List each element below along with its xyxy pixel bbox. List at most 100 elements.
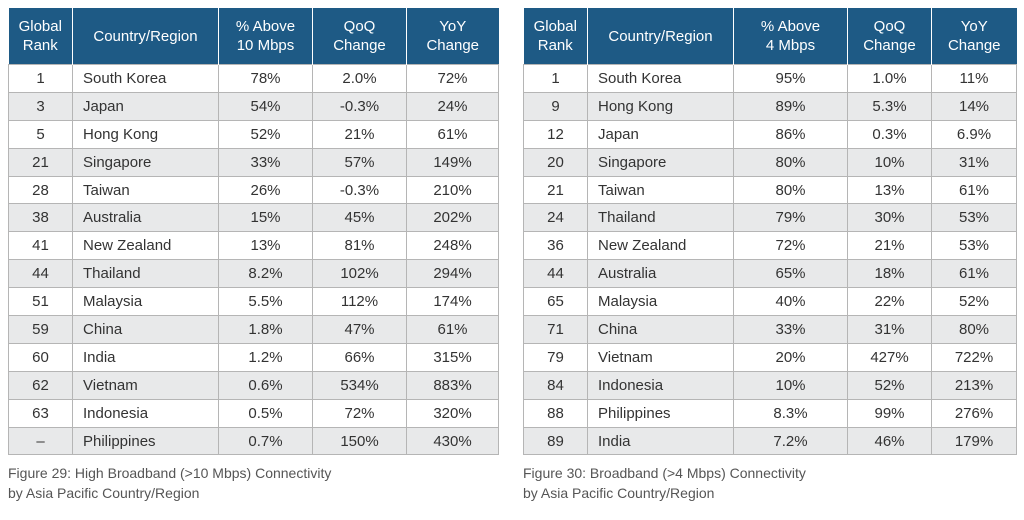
qoq-cell: 45% xyxy=(312,203,407,233)
yoy-cell: 14% xyxy=(931,91,1017,121)
yoy-cell: 430% xyxy=(406,426,499,456)
figure-caption: Figure 29: High Broadband (>10 Mbps) Con… xyxy=(8,463,498,503)
header-percent-above-l2: 10 Mbps xyxy=(236,37,295,54)
rank-cell: 21 xyxy=(523,175,588,205)
percent-cell: 20% xyxy=(733,342,848,372)
table-row: 51 Malaysia 5.5% 112% 174% xyxy=(8,287,499,317)
header-percent-above: % Above 4 Mbps xyxy=(733,8,848,65)
percent-cell: 78% xyxy=(218,64,313,93)
table-row: 5 Hong Kong 52% 21% 61% xyxy=(8,119,499,149)
percent-cell: 26% xyxy=(218,175,313,205)
header-global-rank-l2: Rank xyxy=(22,37,58,54)
header-yoy-change: YoY Change xyxy=(406,8,499,65)
caption-line-2: by Asia Pacific Country/Region xyxy=(8,485,200,502)
rank-cell: 12 xyxy=(523,119,588,149)
qoq-cell: 112% xyxy=(312,287,407,317)
table-row: 21 Taiwan 80% 13% 61% xyxy=(523,175,1017,205)
percent-cell: 0.7% xyxy=(218,426,313,456)
yoy-cell: 80% xyxy=(931,315,1017,344)
rank-cell: 24 xyxy=(523,203,588,233)
header-percent-above-l2: 4 Mbps xyxy=(765,37,816,54)
qoq-cell: 47% xyxy=(312,315,407,344)
qoq-cell: 30% xyxy=(847,203,932,233)
header-qoq-change-l2: Change xyxy=(863,37,916,54)
country-cell: Australia xyxy=(72,203,219,233)
country-cell: India xyxy=(587,426,734,456)
rank-cell: 79 xyxy=(523,342,588,372)
yoy-cell: 61% xyxy=(406,119,499,149)
header-global-rank-l1: Global xyxy=(533,18,577,35)
qoq-cell: 2.0% xyxy=(312,64,407,93)
table-row: 1 South Korea 95% 1.0% 11% xyxy=(523,64,1017,93)
table-row: 24 Thailand 79% 30% 53% xyxy=(523,203,1017,233)
rank-cell: 88 xyxy=(523,398,588,428)
header-global-rank-l2: Rank xyxy=(537,37,573,54)
rank-cell: 3 xyxy=(8,91,73,121)
table-row: 44 Thailand 8.2% 102% 294% xyxy=(8,259,499,289)
country-cell: Thailand xyxy=(72,259,219,289)
table-row: 12 Japan 86% 0.3% 6.9% xyxy=(523,119,1017,149)
header-percent-above-l1: % Above xyxy=(235,18,296,35)
table-row: 28 Taiwan 26% -0.3% 210% xyxy=(8,175,499,205)
yoy-cell: 315% xyxy=(406,342,499,372)
percent-cell: 13% xyxy=(218,231,313,261)
country-cell: South Korea xyxy=(587,64,734,93)
table-row: 79 Vietnam 20% 427% 722% xyxy=(523,342,1017,372)
rank-cell: 60 xyxy=(8,342,73,372)
qoq-cell: 21% xyxy=(847,231,932,261)
qoq-cell: 46% xyxy=(847,426,932,456)
rank-cell: 44 xyxy=(8,259,73,289)
rank-cell: 41 xyxy=(8,231,73,261)
qoq-cell: 52% xyxy=(847,370,932,400)
country-cell: Japan xyxy=(587,119,734,149)
percent-cell: 5.5% xyxy=(218,287,313,317)
yoy-cell: 61% xyxy=(931,259,1017,289)
percent-cell: 65% xyxy=(733,259,848,289)
percent-cell: 79% xyxy=(733,203,848,233)
yoy-cell: 24% xyxy=(406,91,499,121)
header-country-region: Country/Region xyxy=(587,8,734,65)
rank-cell: 1 xyxy=(8,64,73,93)
qoq-cell: 31% xyxy=(847,315,932,344)
header-qoq-change-l1: QoQ xyxy=(873,18,906,35)
country-cell: Taiwan xyxy=(587,175,734,205)
country-cell: Philippines xyxy=(72,426,219,456)
table-row: 62 Vietnam 0.6% 534% 883% xyxy=(8,370,499,400)
high-broadband-table: Global Rank Country/Region % Above 10 Mbps… xyxy=(8,8,499,456)
table-row: – Philippines 0.7% 150% 430% xyxy=(8,426,499,456)
table-row: 9 Hong Kong 89% 5.3% 14% xyxy=(523,91,1017,121)
rank-cell: 9 xyxy=(523,91,588,121)
rank-cell: 44 xyxy=(523,259,588,289)
table-row: 41 New Zealand 13% 81% 248% xyxy=(8,231,499,261)
table-row: 21 Singapore 33% 57% 149% xyxy=(8,147,499,177)
qoq-cell: 10% xyxy=(847,147,932,177)
yoy-cell: 61% xyxy=(931,175,1017,205)
percent-cell: 33% xyxy=(733,315,848,344)
rank-cell: 62 xyxy=(8,370,73,400)
header-yoy-change: YoY Change xyxy=(931,8,1017,65)
table-body: 1 South Korea 95% 1.0% 11% 9 Hong Kong 89% 5.3% 1… xyxy=(523,64,1017,456)
table-row: 89 India 7.2% 46% 179% xyxy=(523,426,1017,456)
qoq-cell: 21% xyxy=(312,119,407,149)
country-cell: New Zealand xyxy=(587,231,734,261)
rank-cell: 89 xyxy=(523,426,588,456)
country-cell: Singapore xyxy=(72,147,219,177)
country-cell: Hong Kong xyxy=(587,91,734,121)
table-row: 59 China 1.8% 47% 61% xyxy=(8,315,499,344)
country-cell: Indonesia xyxy=(72,398,219,428)
qoq-cell: 534% xyxy=(312,370,407,400)
yoy-cell: 883% xyxy=(406,370,499,400)
country-cell: Malaysia xyxy=(72,287,219,317)
qoq-cell: -0.3% xyxy=(312,91,407,121)
country-cell: Japan xyxy=(72,91,219,121)
header-country-region-l1: Country/Region xyxy=(608,27,713,45)
country-cell: Malaysia xyxy=(587,287,734,317)
yoy-cell: 276% xyxy=(931,398,1017,428)
yoy-cell: 722% xyxy=(931,342,1017,372)
percent-cell: 86% xyxy=(733,119,848,149)
table-row: 44 Australia 65% 18% 61% xyxy=(523,259,1017,289)
header-country-region: Country/Region xyxy=(72,8,219,65)
yoy-cell: 52% xyxy=(931,287,1017,317)
table-row: 3 Japan 54% -0.3% 24% xyxy=(8,91,499,121)
country-cell: Australia xyxy=(587,259,734,289)
